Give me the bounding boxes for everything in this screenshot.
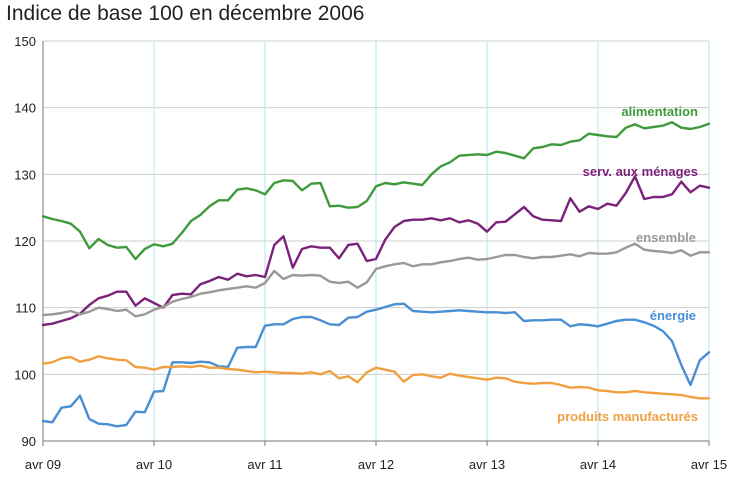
series-line-serv-aux-menages [41, 175, 711, 327]
x-tick-label: avr 15 [691, 457, 727, 472]
series-label-energie: énergie [650, 308, 696, 323]
series-label-produits-manufactures: produits manufacturés [557, 409, 698, 424]
series-label-alimentation: alimentation [621, 104, 698, 119]
series-lines [41, 121, 711, 428]
x-tick-label: avr 12 [358, 457, 394, 472]
y-tick-label: 130 [14, 167, 36, 182]
y-tick-label: 110 [15, 301, 36, 316]
series-labels: alimentation serv. aux ménages ensemble … [557, 104, 698, 424]
y-tick-label: 120 [14, 234, 36, 249]
y-tick-label: 90 [22, 434, 36, 449]
chart-title: Indice de base 100 en décembre 2006 [6, 2, 365, 25]
axes [42, 41, 710, 446]
x-tick-label: avr 13 [469, 457, 505, 472]
x-tick-label: avr 10 [136, 457, 172, 472]
series-line-energie [41, 302, 711, 428]
series-label-ensemble: ensemble [636, 230, 696, 245]
series-line-alimentation [41, 121, 711, 261]
x-tick-label: avr 14 [580, 457, 616, 472]
series-line-ensemble [41, 242, 711, 318]
x-tick-labels: avr 09 avr 10 avr 11 avr 12 avr 13 avr 14 avr … [25, 457, 727, 472]
x-tick-label: avr 11 [247, 457, 282, 472]
gridlines [43, 40, 710, 441]
y-tick-label: 140 [14, 101, 36, 116]
series-label-serv-aux-menages: serv. aux ménages [583, 164, 698, 179]
y-tick-label: 150 [14, 34, 36, 49]
y-tick-labels: 90 100 110 120 130 140 150 [14, 34, 36, 449]
y-tick-label: 100 [14, 367, 36, 382]
series-line-produits-manufactures [41, 355, 711, 400]
x-tick-label: avr 09 [25, 457, 61, 472]
